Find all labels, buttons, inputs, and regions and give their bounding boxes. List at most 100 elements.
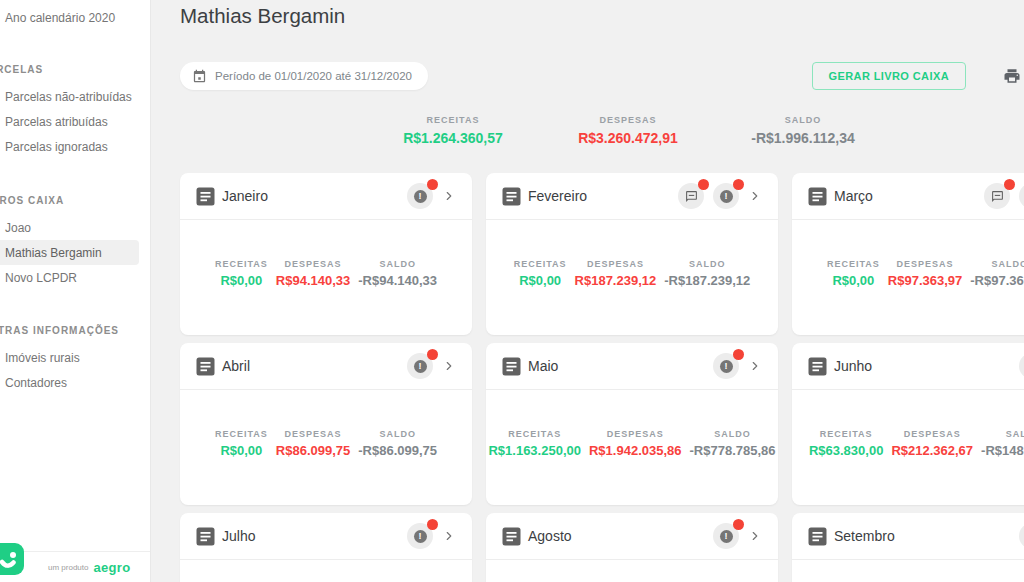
comment-icon xyxy=(685,190,698,203)
month-despesas: R$212.362,67 xyxy=(891,443,973,458)
smiley-icon xyxy=(0,543,24,575)
alert-indicator-button[interactable]: ! xyxy=(1019,183,1024,209)
sidebar: Ano calendário 2020 PARCELAS Parcelas nã… xyxy=(0,0,151,582)
period-filter-chip[interactable]: Período de 01/01/2020 até 31/12/2020 xyxy=(180,62,428,90)
alert-indicator-button[interactable]: ! xyxy=(713,353,739,379)
sidebar-item-parcelas-nao-atribuidas[interactable]: Parcelas não-atribuídas xyxy=(0,84,151,109)
receitas-label: RECEITAS xyxy=(393,115,513,125)
receitas-label: RECEITAS xyxy=(488,429,581,439)
month-saldo: -R$187.239,12 xyxy=(664,273,750,288)
sidebar-item-ano-calendario[interactable]: Ano calendário 2020 xyxy=(0,5,151,31)
despesas-label: DESPESAS xyxy=(276,259,350,269)
month-name: Julho xyxy=(222,528,255,544)
month-card[interactable]: Julho ! RECEITAS DESPESAS xyxy=(180,513,472,582)
generate-cashbook-button[interactable]: GERAR LIVRO CAIXA xyxy=(812,62,966,90)
alert-indicator-button[interactable]: ! xyxy=(1019,353,1024,379)
month-values: RECEITAS R$1.163.250,00 DESPESAS R$1.942… xyxy=(486,429,778,458)
comment-icon xyxy=(991,190,1004,203)
month-name: Maio xyxy=(528,358,558,374)
document-icon xyxy=(196,527,215,546)
notification-dot xyxy=(427,519,438,530)
sidebar-item-contadores[interactable]: Contadores xyxy=(0,370,151,395)
saldo-label: SALDO xyxy=(743,115,863,125)
month-saldo: -R$778.785,86 xyxy=(690,443,776,458)
month-card[interactable]: Março ! xyxy=(792,173,1024,335)
alert-indicator-button[interactable]: ! xyxy=(407,523,433,549)
month-card-header: Março ! xyxy=(792,173,1024,220)
receitas-label: RECEITAS xyxy=(809,429,883,439)
receitas-label: RECEITAS xyxy=(215,429,268,439)
month-card[interactable]: Maio ! RECEITAS R$1.163.250,00 DESPESAS … xyxy=(486,343,778,505)
comment-indicator-button[interactable] xyxy=(984,183,1010,209)
print-icon xyxy=(1003,67,1021,85)
sidebar-section-outras-informacoes: OUTRAS INFORMAÇÕES xyxy=(0,325,151,337)
month-receitas: R$0,00 xyxy=(827,273,880,288)
saldo-label: SALDO xyxy=(664,259,750,269)
sidebar-item-imoveis-rurais[interactable]: Imóveis rurais xyxy=(0,345,151,370)
sidebar-item-parcelas-ignoradas[interactable]: Parcelas ignoradas xyxy=(0,134,151,159)
chevron-right-icon[interactable] xyxy=(748,359,762,373)
receitas-label: RECEITAS xyxy=(827,259,880,269)
alert-indicator-button[interactable]: ! xyxy=(713,183,739,209)
month-saldo: -R$94.140,33 xyxy=(358,273,437,288)
chevron-right-icon[interactable] xyxy=(748,529,762,543)
chevron-right-icon[interactable] xyxy=(442,359,456,373)
month-card-header: Agosto ! xyxy=(486,513,778,560)
month-name: Março xyxy=(834,188,873,204)
alert-indicator-button[interactable]: ! xyxy=(1019,523,1024,549)
month-card-header: Abril ! xyxy=(180,343,472,390)
calendar-icon xyxy=(192,69,207,84)
notification-dot xyxy=(427,179,438,190)
month-receitas: R$63.830,00 xyxy=(809,443,883,458)
product-note: um produto xyxy=(48,563,88,572)
alert-indicator-button[interactable]: ! xyxy=(713,523,739,549)
despesas-label: DESPESAS xyxy=(575,259,657,269)
document-icon xyxy=(502,357,521,376)
saldo-label: SALDO xyxy=(358,259,437,269)
month-card[interactable]: Agosto ! RECEITAS DESPESAS xyxy=(486,513,778,582)
despesas-label: DESPESAS xyxy=(891,429,973,439)
chevron-right-icon[interactable] xyxy=(442,529,456,543)
document-icon xyxy=(502,187,521,206)
month-receitas: R$1.163.250,00 xyxy=(488,443,581,458)
month-values: RECEITAS R$0,00 DESPESAS R$97.363,97 SAL… xyxy=(792,259,1024,288)
sidebar-item-parcelas-atribuidas[interactable]: Parcelas atribuídas xyxy=(0,109,151,134)
alert-indicator-button[interactable]: ! xyxy=(407,183,433,209)
page-title: Mathias Bergamin xyxy=(180,4,1024,28)
months-grid: Janeiro ! RECEITAS R$0,00 DESPESAS R$94.… xyxy=(180,173,1024,582)
month-despesas: R$86.099,75 xyxy=(276,443,350,458)
sidebar-item-mathias-bergamin[interactable]: Mathias Bergamin xyxy=(0,240,139,265)
alert-icon: ! xyxy=(414,190,427,203)
alert-icon: ! xyxy=(414,530,427,543)
month-card[interactable]: Janeiro ! RECEITAS R$0,00 DESPESAS R$94.… xyxy=(180,173,472,335)
chat-launcher-button[interactable] xyxy=(0,543,24,575)
notification-dot xyxy=(427,349,438,360)
month-card[interactable]: Junho ! RECEITAS R$63.830,00 DESPESAS R$… xyxy=(792,343,1024,505)
document-icon xyxy=(808,187,827,206)
sidebar-item-novo-lcpdr[interactable]: Novo LCPDR xyxy=(0,265,151,290)
document-icon xyxy=(808,527,827,546)
notification-dot xyxy=(733,179,744,190)
comment-indicator-button[interactable] xyxy=(678,183,704,209)
chevron-right-icon[interactable] xyxy=(748,189,762,203)
saldo-total: -R$1.996.112,34 xyxy=(743,130,863,146)
notification-dot xyxy=(733,349,744,360)
chevron-right-icon[interactable] xyxy=(442,189,456,203)
alert-icon: ! xyxy=(720,190,733,203)
month-card[interactable]: Setembro ! RECEITAS DESPESAS xyxy=(792,513,1024,582)
despesas-total: R$3.260.472,91 xyxy=(568,130,688,146)
month-saldo: -R$86.099,75 xyxy=(358,443,437,458)
saldo-label: SALDO xyxy=(358,429,437,439)
month-receitas: R$0,00 xyxy=(215,443,268,458)
toolbar-actions: GERAR LIVRO CAIXA xyxy=(812,62,1021,90)
month-card-header: Julho ! xyxy=(180,513,472,560)
month-card[interactable]: Abril ! RECEITAS R$0,00 DESPESAS R$86.09… xyxy=(180,343,472,505)
sidebar-section-livros-caixa: LIVROS CAIXA xyxy=(0,195,151,207)
sidebar-item-joao[interactable]: Joao xyxy=(0,215,151,240)
print-button[interactable] xyxy=(1003,67,1021,85)
month-card-header: Setembro ! xyxy=(792,513,1024,560)
month-card[interactable]: Fevereiro ! xyxy=(486,173,778,335)
alert-indicator-button[interactable]: ! xyxy=(407,353,433,379)
month-name: Fevereiro xyxy=(528,188,587,204)
month-card-header: Janeiro ! xyxy=(180,173,472,220)
